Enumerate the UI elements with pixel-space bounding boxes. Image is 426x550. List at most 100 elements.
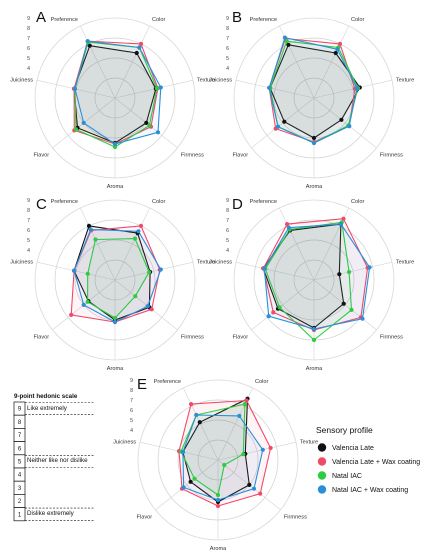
tick-label: 7: [130, 398, 133, 404]
series-line-4: [73, 228, 162, 323]
axis-label: Flavor: [137, 515, 153, 521]
axis-label: Color: [351, 17, 365, 23]
data-point: [311, 326, 317, 332]
hedonic-label-bottom: Dislike extremely: [27, 510, 75, 517]
radar-spoke: [155, 459, 219, 511]
data-point: [251, 486, 257, 491]
data-point: [136, 229, 141, 234]
series-line-2: [178, 399, 272, 507]
data-point: [215, 497, 221, 503]
data-point: [81, 302, 86, 307]
panel-letter: D: [232, 196, 243, 213]
data-point: [267, 85, 272, 90]
data-point: [285, 222, 290, 227]
data-point: [132, 236, 138, 241]
tick-label: 9: [226, 16, 229, 22]
axis-label: Aroma: [210, 546, 227, 550]
data-point: [93, 237, 98, 242]
data-point: [88, 227, 93, 232]
legend-item: Valencia Late + Wax coating: [332, 459, 420, 466]
tick-label: 9: [27, 16, 30, 22]
data-point: [149, 307, 154, 312]
tick-label: 8: [27, 208, 30, 214]
hedonic-label-top: Like extremely: [27, 405, 68, 412]
hedonic-level: 7: [18, 433, 22, 439]
legend-swatch: [317, 443, 327, 452]
axis-label: Firmness: [380, 153, 403, 159]
data-point: [311, 337, 317, 343]
tick-label: 8: [226, 26, 229, 32]
axis-label: Juiciness: [113, 440, 136, 446]
axis-label: Texture: [197, 78, 215, 84]
panel-letter: A: [36, 9, 46, 26]
data-point: [262, 266, 267, 271]
tick-label: 5: [130, 418, 133, 424]
data-point: [147, 270, 152, 275]
radar-panel-b: 4 5 6 7 8 9 Color Texture Firmness Aroma Flavor Jui…: [209, 9, 414, 190]
legend-item: Natal IAC + Wax coating: [332, 487, 408, 494]
data-point: [69, 312, 74, 317]
hedonic-level: 1: [18, 512, 22, 518]
tick-label: 6: [226, 46, 229, 52]
hedonic-scale-title: 9-point hedonic scale: [14, 393, 78, 400]
radar-spoke: [313, 97, 377, 149]
legend-item: Natal IAC: [332, 473, 362, 480]
hedonic-level: 9: [18, 407, 22, 413]
data-point: [335, 47, 340, 52]
data-point: [311, 140, 317, 146]
legend-title: Sensory profile: [316, 425, 373, 435]
axis-label: Texture: [300, 440, 318, 446]
data-point: [347, 124, 352, 129]
hedonic-cell: [13, 507, 26, 522]
data-point: [222, 462, 227, 468]
data-point: [155, 130, 161, 135]
axis-label: Aroma: [107, 184, 124, 190]
hedonic-scale-cells: 9 8 7 6 5 4 3 2 1: [13, 401, 95, 522]
panel-letter: B: [232, 9, 242, 26]
radar-spoke: [114, 261, 194, 281]
tick-label: 9: [27, 198, 30, 204]
data-point: [244, 398, 249, 403]
axis-label: Aroma: [306, 184, 323, 190]
radar-spoke: [114, 207, 150, 281]
data-point: [192, 476, 197, 481]
data-point: [260, 447, 265, 452]
series-line-4: [74, 40, 162, 145]
tick-label: 6: [27, 46, 30, 52]
data-point: [277, 305, 282, 310]
data-point: [338, 222, 343, 227]
radar-spoke: [80, 25, 116, 99]
data-point: [180, 449, 185, 455]
data-point: [237, 413, 242, 418]
axis-label: Firmness: [380, 335, 403, 341]
data-point: [112, 141, 118, 147]
data-point: [268, 445, 273, 451]
axis-label: Juiciness: [209, 260, 232, 266]
data-point: [339, 117, 344, 122]
tick-label: 8: [226, 208, 229, 214]
tick-label: 5: [226, 56, 229, 62]
data-point: [215, 503, 221, 509]
axis-label: Texture: [197, 260, 215, 266]
tick-label: 6: [226, 228, 229, 234]
tick-label: 5: [27, 238, 30, 244]
axis-label: Color: [152, 199, 166, 205]
tick-label: 8: [130, 388, 133, 394]
data-point: [275, 124, 281, 129]
data-point: [81, 120, 86, 125]
radar-spoke: [235, 79, 315, 99]
radar-panels: 4 5 6 7 8 9 Color Texture Firmness Aroma Flavor Jui…: [10, 9, 414, 550]
data-point: [154, 86, 159, 91]
axis-label: Firmness: [284, 515, 307, 521]
tick-label: 5: [27, 56, 30, 62]
data-point: [282, 119, 287, 124]
data-point: [282, 35, 287, 40]
legend-items: Valencia Late Valencia Late + Wax coating…: [317, 443, 420, 494]
tick-label: 6: [130, 408, 133, 414]
series-line-4: [268, 37, 358, 144]
data-point: [333, 50, 338, 56]
tick-label: 7: [27, 218, 30, 224]
radar-spoke: [80, 207, 116, 281]
data-point: [85, 271, 90, 276]
